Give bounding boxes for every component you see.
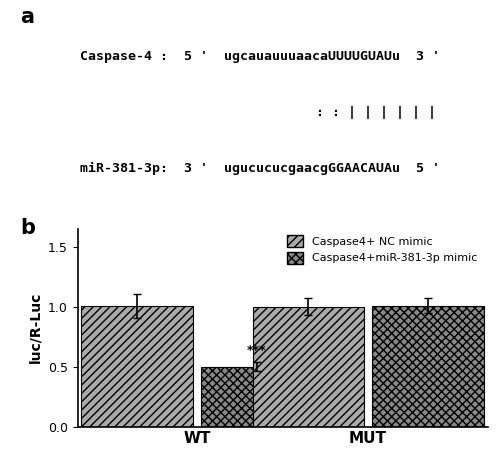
Text: a: a [20,7,34,27]
Legend: Caspase4+ NC mimic, Caspase4+miR-381-3p mimic: Caspase4+ NC mimic, Caspase4+miR-381-3p … [282,231,482,268]
Text: Caspase-4 :  5 '  ugcauauuuaacaUUUUGUAUu  3 ': Caspase-4 : 5 ' ugcauauuuaacaUUUUGUAUu 3… [80,50,440,62]
Y-axis label: luc/R-Luc: luc/R-Luc [28,292,42,363]
Bar [82,306,193,427]
Text: b: b [20,218,35,238]
Text: ***: *** [247,344,266,357]
Bar [372,306,484,427]
Text: miR-381-3p:  3 '  ugucucucgaacgGGAACAUAu  5 ': miR-381-3p: 3 ' ugucucucgaacgGGAACAUAu 5… [80,162,440,175]
Text: : : | | | | | |: : : | | | | | | [84,106,436,119]
Bar [201,367,312,427]
Bar [252,307,364,427]
